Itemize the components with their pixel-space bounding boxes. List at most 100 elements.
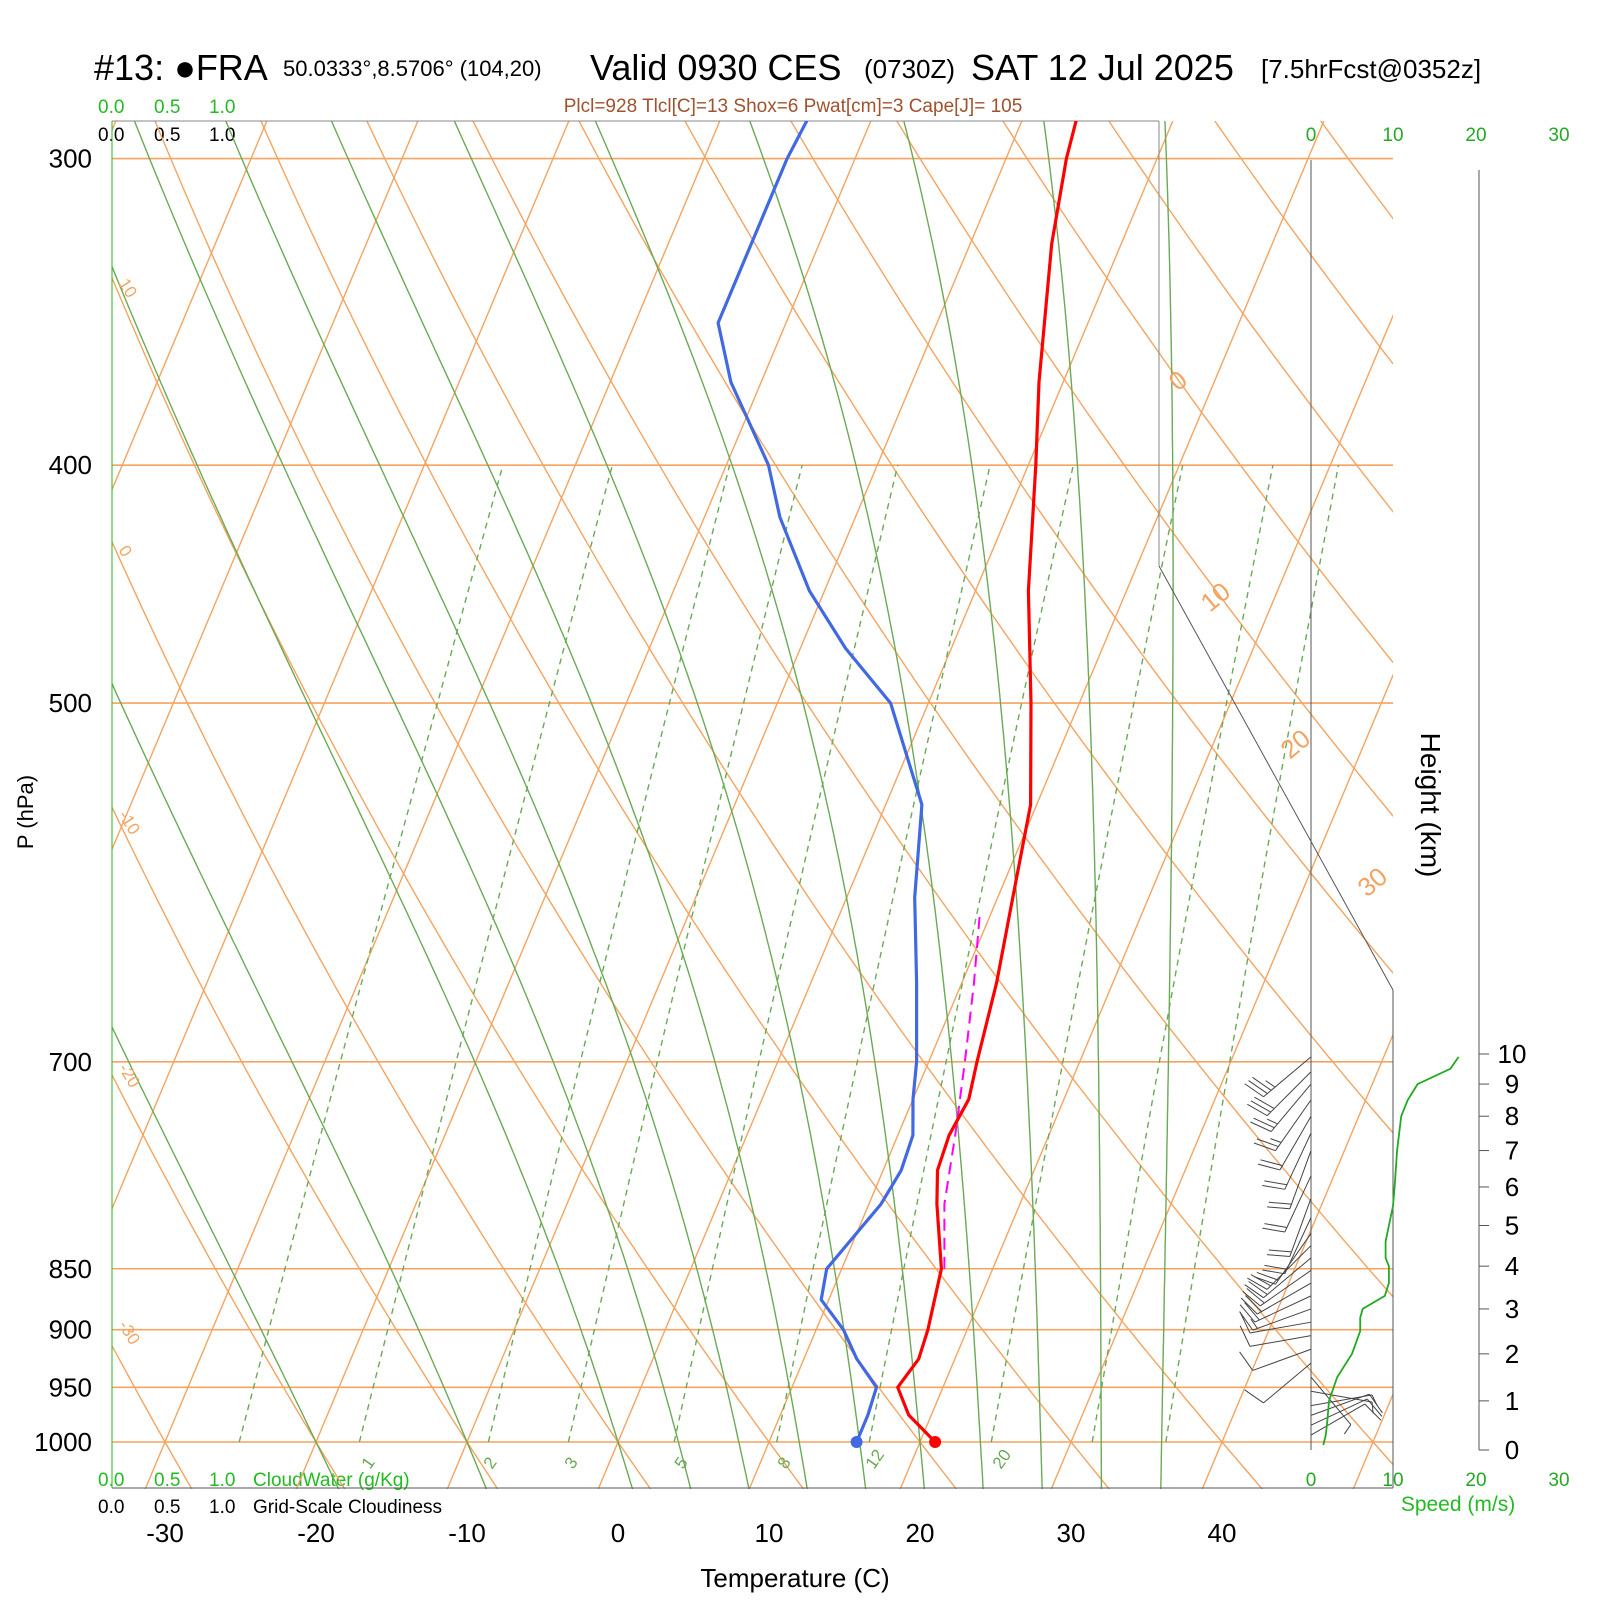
wind-barb-flag	[1239, 1311, 1254, 1331]
isotherm-line	[1201, 1033, 1393, 1489]
wind-barb-flag	[1260, 1159, 1283, 1167]
wind-barb	[1275, 1233, 1312, 1285]
cloudiness-label: Grid-Scale Cloudiness	[253, 1497, 442, 1518]
x-tick-label: -20	[297, 1518, 335, 1548]
wind-barb	[1284, 1175, 1312, 1233]
speed-tick-label-bottom: 30	[1548, 1470, 1569, 1491]
mixing-ratio-line	[358, 465, 614, 1443]
pressure-tick-label: 900	[49, 1315, 92, 1345]
wind-barb-flag	[1267, 1206, 1290, 1210]
speed-tick-label-bottom: 10	[1382, 1470, 1403, 1491]
legend-bottom-green-0: 0.0	[98, 1470, 124, 1491]
valid-time: Valid 0930 CES	[590, 47, 842, 88]
legend-top-black-0: 0.0	[98, 125, 124, 146]
speed-tick-label-top: 30	[1548, 125, 1569, 146]
moist-adiabat-line	[749, 121, 984, 1489]
height-tick-label: 6	[1505, 1172, 1519, 1202]
dry-adiabat-line	[0, 0, 69, 1544]
forecast-info: [7.5hrFcst@0352z]	[1261, 54, 1481, 84]
indices-line: Plcl=928 Tlcl[C]=13 Shox=6 Pwat[cm]=3 Ca…	[564, 96, 1023, 117]
wind-barb-flag	[1247, 1277, 1268, 1290]
dry-adiabat-line	[1483, 0, 1600, 1544]
wind-barb-flag	[1246, 1288, 1265, 1304]
surface-temperature-dot	[929, 1436, 942, 1448]
wind-barb	[1289, 1198, 1312, 1257]
wind-barb-flag	[1343, 1424, 1352, 1435]
moist-adiabat-line	[903, 121, 1043, 1489]
wind-barb-flag	[1247, 1103, 1268, 1117]
wind-barb-flag	[1262, 1227, 1285, 1233]
mixing-ratio-line	[776, 465, 991, 1443]
dry-adiabat-line	[260, 121, 1111, 1489]
wind-barb-flag	[1262, 1184, 1285, 1190]
x-tick-label: 0	[611, 1518, 625, 1548]
x-tick-label: 20	[906, 1518, 935, 1548]
wind-barb-flag	[1242, 1290, 1261, 1307]
pressure-tick-label: 500	[49, 688, 92, 718]
cloudwater-label: CloudWater (g/Kg)	[253, 1470, 410, 1491]
dry-adiabat-label: 10	[1195, 576, 1236, 618]
dry-adiabat-line	[1002, 121, 1393, 664]
wind-barb	[1279, 1115, 1312, 1171]
wind-barb-flag	[1239, 1304, 1256, 1323]
legend-bottom-black-0: 0.0	[98, 1497, 124, 1518]
isotherm-label: -20	[115, 1060, 144, 1091]
pressure-tick-label: 700	[49, 1047, 92, 1077]
dry-adiabat-line	[112, 540, 652, 1489]
isotherm-line	[748, 121, 1325, 1489]
mixing-ratio-line	[990, 465, 1184, 1443]
wind-barb	[1266, 1071, 1312, 1116]
mixing-ratio-label: 2	[480, 1454, 501, 1473]
legend-top-green-1: 0.5	[154, 97, 180, 118]
x-tick-label: -30	[146, 1518, 184, 1548]
speed-tick-label-top: 0	[1306, 125, 1317, 146]
legend-bottom-black-1: 0.5	[154, 1497, 180, 1518]
scale-legend-top: 0.0 0.5 1.0 0.0 0.5 1.0	[98, 97, 235, 146]
station-coords: 50.0333°,8.5706° (104,20)	[283, 56, 542, 81]
isotherm-line	[112, 121, 419, 851]
dry-adiabat-line	[790, 121, 1393, 975]
wind-barb-flag	[1239, 1351, 1254, 1371]
legend-top-green-2: 1.0	[209, 97, 235, 118]
wind-barb-flag	[1253, 1276, 1276, 1285]
mixing-ratio-label: 3	[561, 1454, 582, 1473]
dry-adiabat-line	[112, 1073, 346, 1489]
dry-adiabat-line	[112, 276, 805, 1489]
pressure-tick-label: 1000	[34, 1427, 92, 1457]
mixing-ratio-label: 8	[774, 1454, 795, 1473]
wind-barb	[1254, 1295, 1312, 1323]
height-tick-label: 9	[1505, 1069, 1519, 1099]
isotherm-line	[112, 121, 570, 1211]
wind-barb	[1249, 1335, 1312, 1347]
legend-top-black-1: 0.5	[154, 125, 180, 146]
height-tick-label: 2	[1505, 1339, 1519, 1369]
sounding-profiles	[716, 121, 1078, 1448]
isotherm-label: -30	[115, 1317, 144, 1348]
scale-legend-bottom: 0.0 0.5 1.0 CloudWater (g/Kg) 0.0 0.5 1.…	[98, 1470, 442, 1518]
wind-barb	[1310, 1403, 1365, 1436]
legend-bottom-green-2: 1.0	[209, 1470, 235, 1491]
moist-adiabat-line	[1043, 121, 1103, 1489]
dry-adiabat-line	[112, 805, 499, 1489]
wind-barb-flag	[1264, 1264, 1287, 1270]
wind-barb-flag	[1264, 1223, 1287, 1228]
height-tick-label: 3	[1505, 1294, 1519, 1324]
isotherm-line	[446, 121, 1023, 1489]
moist-adiabat-line	[112, 264, 634, 1489]
isotherm-line	[899, 314, 1393, 1489]
wind-barb-flag	[1262, 1269, 1285, 1275]
dry-adiabat-line	[684, 121, 1393, 1135]
moist-adiabat-line	[453, 121, 867, 1489]
legend-bottom-black-2: 1.0	[209, 1497, 235, 1518]
wind-barb	[1259, 1269, 1312, 1307]
wind-barb-flag	[1264, 1180, 1287, 1186]
wind-barb	[1284, 1217, 1312, 1275]
moist-adiabat-line	[1160, 121, 1174, 1489]
wind-barb	[1310, 1398, 1368, 1426]
dry-adiabat-label: 30	[1352, 861, 1393, 903]
mixing-ratio-label: 5	[671, 1454, 692, 1473]
wind-barb-flag	[1257, 1163, 1281, 1171]
